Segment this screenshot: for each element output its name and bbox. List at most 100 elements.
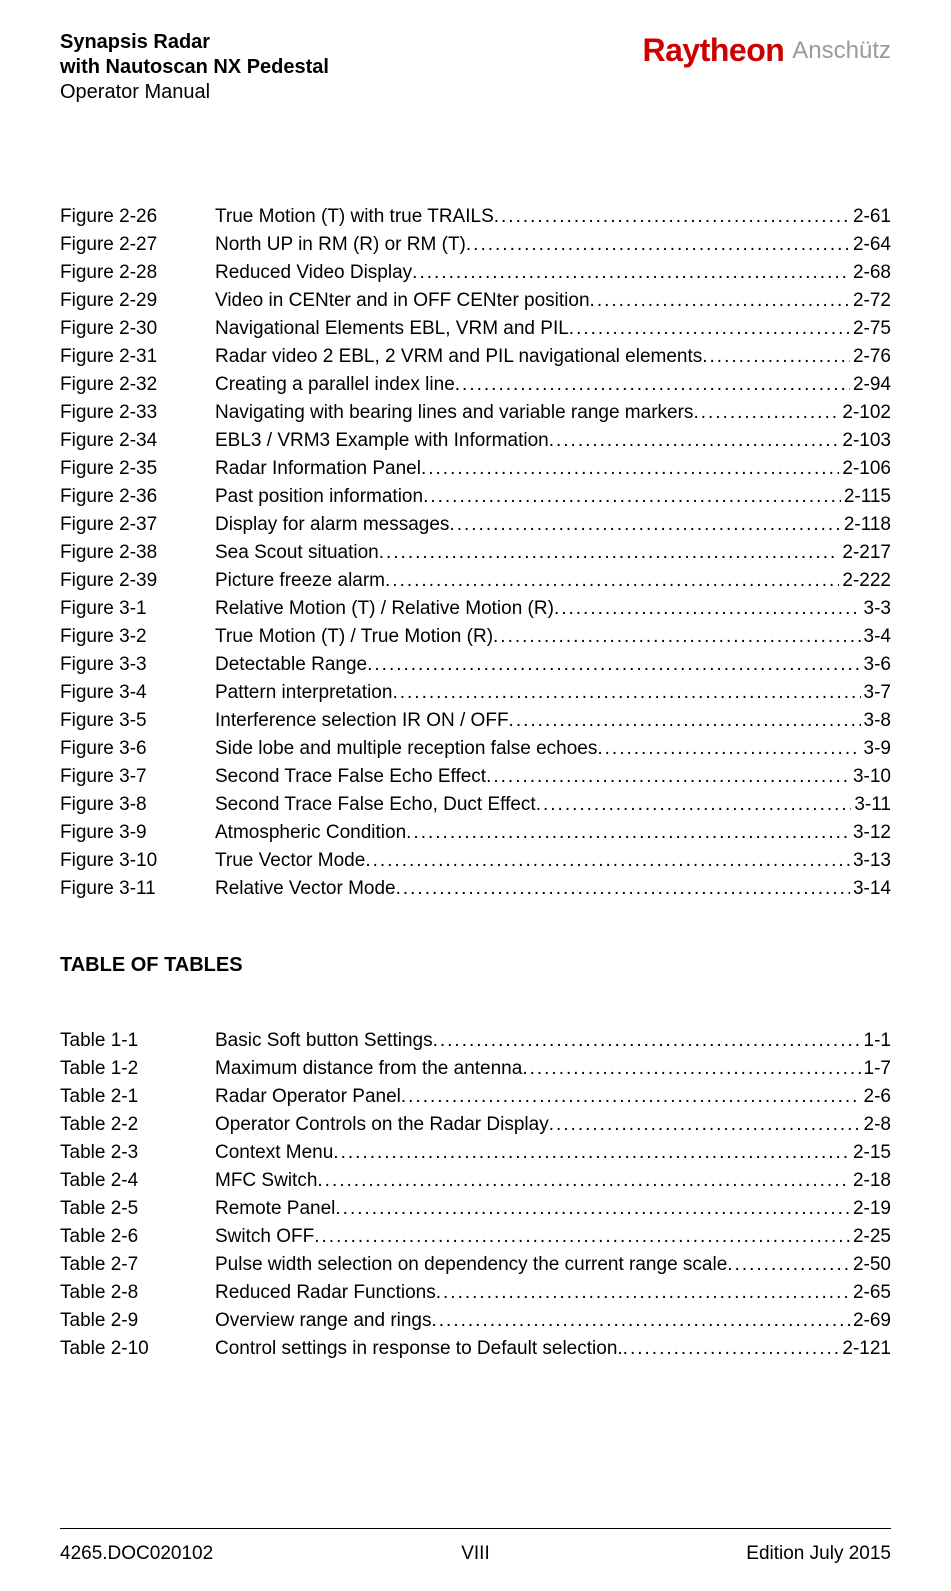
figure-toc-row: Figure 2-37Display for alarm messages 2-… [60,511,891,539]
table-toc-page: 2-18 [850,1167,891,1195]
figure-toc-title: Creating a parallel index line [215,371,455,399]
table-toc-label: Table 2-10 [60,1335,215,1363]
toc-leader-dots [702,343,850,371]
toc-leader-dots [392,679,860,707]
figure-toc-label: Figure 3-2 [60,623,215,651]
figure-toc-title: Picture freeze alarm [215,567,385,595]
page-footer: 4265.DOC020102 VIII Edition July 2015 [60,1529,891,1571]
toc-leader-dots [554,595,861,623]
table-toc-page: 2-19 [850,1195,891,1223]
figure-toc-title: True Motion (T) with true TRAILS [215,203,494,231]
figure-toc-label: Figure 2-38 [60,539,215,567]
table-toc-row: Table 2-7Pulse width selection on depend… [60,1251,891,1279]
figure-toc-row: Figure 2-29Video in CENter and in OFF CE… [60,287,891,315]
figure-toc-page: 2-106 [839,455,891,483]
figure-toc-page: 2-75 [850,315,891,343]
figure-toc-label: Figure 3-8 [60,791,215,819]
table-toc-row: Table 2-4MFC Switch 2-18 [60,1167,891,1195]
table-toc-page: 2-25 [850,1223,891,1251]
figure-toc-row: Figure 2-34EBL3 / VRM3 Example with Info… [60,427,891,455]
figure-toc-row: Figure 3-9Atmospheric Condition 3-12 [60,819,891,847]
figure-toc-page: 3-14 [850,875,891,903]
table-toc-title: MFC Switch [215,1167,317,1195]
figure-toc-row: Figure 2-33Navigating with bearing lines… [60,399,891,427]
figure-toc-title: Second Trace False Echo, Duct Effect [215,791,536,819]
header-title-line2: with Nautoscan NX Pedestal [60,55,329,80]
table-toc-row: Table 2-9Overview range and rings 2-69 [60,1307,891,1335]
figure-toc-page: 3-12 [850,819,891,847]
header-title-block: Synapsis Radar with Nautoscan NX Pedesta… [60,30,329,105]
figure-toc-row: Figure 2-35Radar Information Panel 2-106 [60,455,891,483]
figure-toc-page: 3-10 [850,763,891,791]
toc-leader-dots [367,651,860,679]
toc-leader-dots [509,707,861,735]
figure-toc-title: Detectable Range [215,651,367,679]
figure-toc-row: Figure 3-3Detectable Range 3-6 [60,651,891,679]
toc-leader-dots [486,763,850,791]
figure-toc-row: Figure 3-11Relative Vector Mode 3-14 [60,875,891,903]
table-toc-title: Reduced Radar Functions [215,1279,436,1307]
figure-toc-page: 3-11 [851,791,891,819]
figure-toc-title: Second Trace False Echo Effect [215,763,486,791]
figure-toc-title: Interference selection IR ON / OFF [215,707,509,735]
toc-leader-dots [333,1139,850,1167]
figure-toc-page: 2-102 [839,399,891,427]
figure-toc-label: Figure 2-36 [60,483,215,511]
figure-toc-title: Sea Scout situation [215,539,379,567]
toc-leader-dots [423,483,841,511]
table-toc-row: Table 2-6Switch OFF 2-25 [60,1223,891,1251]
table-toc-page: 2-65 [850,1279,891,1307]
table-toc-page: 2-121 [839,1335,891,1363]
figure-toc-page: 3-13 [850,847,891,875]
table-toc-page: 2-6 [861,1083,891,1111]
logo-main-text: Raytheon [642,32,784,69]
table-toc-label: Table 2-2 [60,1111,215,1139]
table-toc-page: 2-50 [850,1251,891,1279]
figure-toc-page: 2-64 [850,231,891,259]
figure-toc-label: Figure 2-39 [60,567,215,595]
figure-toc-page: 3-7 [861,679,891,707]
table-toc-label: Table 2-6 [60,1223,215,1251]
figure-toc-title: Reduced Video Display [215,259,412,287]
toc-leader-dots [693,399,839,427]
figure-toc-label: Figure 3-5 [60,707,215,735]
table-toc-page: 1-7 [861,1055,891,1083]
figure-toc-title: Relative Vector Mode [215,875,396,903]
figure-toc-row: Figure 3-4Pattern interpretation 3-7 [60,679,891,707]
table-toc-label: Table 1-1 [60,1027,215,1055]
figure-toc-row: Figure 3-10True Vector Mode 3-13 [60,847,891,875]
figure-toc-label: Figure 2-26 [60,203,215,231]
page-header: Synapsis Radar with Nautoscan NX Pedesta… [60,30,891,105]
header-title-line1: Synapsis Radar [60,30,329,55]
figure-toc-page: 3-6 [861,651,891,679]
toc-leader-dots [365,847,850,875]
table-toc-label: Table 1-2 [60,1055,215,1083]
figure-toc-page: 2-118 [841,511,891,539]
toc-leader-dots [432,1307,850,1335]
figure-toc-title: Video in CENter and in OFF CENter positi… [215,287,590,315]
figure-toc-title: True Vector Mode [215,847,365,875]
figure-toc-page: 2-72 [850,287,891,315]
figure-toc-page: 3-9 [861,735,891,763]
page-content: Figure 2-26True Motion (T) with true TRA… [60,133,891,1363]
figure-toc-title: Radar Information Panel [215,455,421,483]
toc-leader-dots [597,735,860,763]
table-toc-row: Table 2-1Radar Operator Panel 2-6 [60,1083,891,1111]
toc-leader-dots [412,259,850,287]
toc-leader-dots [335,1195,850,1223]
figure-toc-label: Figure 3-6 [60,735,215,763]
table-toc-page: 2-15 [850,1139,891,1167]
figure-toc-row: Figure 2-31Radar video 2 EBL, 2 VRM and … [60,343,891,371]
figure-toc-title: True Motion (T) / True Motion (R) [215,623,493,651]
figure-toc-row: Figure 2-30Navigational Elements EBL, VR… [60,315,891,343]
table-toc-title: Basic Soft button Settings [215,1027,433,1055]
table-toc-page: 1-1 [861,1027,891,1055]
table-toc-title: Maximum distance from the antenna [215,1055,522,1083]
figure-toc-page: 3-8 [861,707,891,735]
toc-leader-dots [569,315,850,343]
document-page: Synapsis Radar with Nautoscan NX Pedesta… [0,0,951,1591]
toc-leader-dots [385,567,839,595]
figure-toc-title: Pattern interpretation [215,679,392,707]
toc-leader-dots [522,1055,860,1083]
figure-toc-row: Figure 2-26True Motion (T) with true TRA… [60,203,891,231]
